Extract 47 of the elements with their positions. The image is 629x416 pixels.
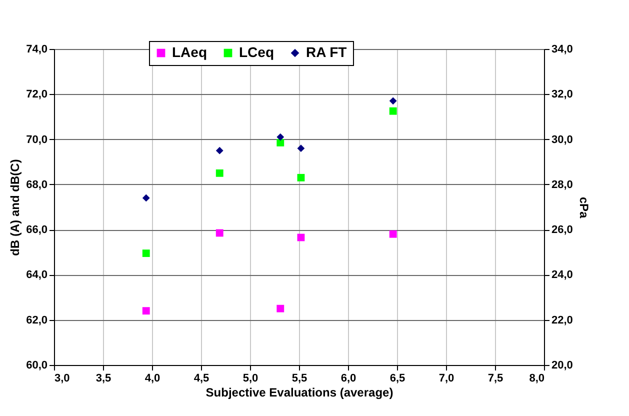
x-tick-label: 5,0 — [242, 372, 258, 384]
point — [389, 230, 397, 238]
point — [276, 304, 284, 312]
legend-label: LCeq — [239, 44, 274, 60]
y-axis-title: dB (A) and dB(C) — [8, 159, 22, 256]
x-tick-label: 5,5 — [292, 372, 308, 384]
y-tick-label: 66,0 — [26, 224, 48, 236]
x-tick-label: 3,0 — [54, 372, 70, 384]
x-tick-label: 7,0 — [438, 372, 454, 384]
y-tick-label: 62,0 — [26, 314, 48, 326]
point — [142, 307, 150, 315]
y2-tick-label: 24,0 — [552, 269, 573, 282]
y2-tick-label: 30,0 — [552, 134, 573, 146]
y-tick-label: 68,0 — [26, 178, 48, 191]
y-tick-label: 60,0 — [26, 360, 48, 372]
x-tick-label: 6,5 — [390, 372, 406, 384]
point — [389, 97, 397, 105]
point — [389, 107, 397, 115]
y2-tick-label: 20,0 — [552, 360, 573, 372]
point — [216, 146, 224, 154]
legend-label: LAeq — [172, 44, 207, 60]
y2-axis-title: cPa — [576, 196, 591, 218]
point — [297, 174, 305, 182]
x-tick-label: 4,0 — [144, 372, 160, 384]
x-tick-label: 6,0 — [340, 372, 356, 384]
y2-tick-label: 22,0 — [552, 314, 573, 326]
y-tick-label: 64,0 — [26, 269, 48, 282]
point — [276, 133, 284, 141]
y2-tick-label: 28,0 — [552, 178, 573, 191]
x-tick-label: 3,5 — [96, 372, 112, 384]
y2-tick-label: 34,0 — [552, 44, 573, 56]
x-tick-label: 7,5 — [488, 372, 504, 384]
point — [216, 229, 224, 237]
y-tick-label: 70,0 — [26, 134, 48, 146]
x-tick-label: 4,5 — [194, 372, 210, 384]
point — [142, 250, 150, 257]
y2-tick-label: 26,0 — [552, 224, 573, 236]
legend-label: RA FT — [306, 44, 348, 60]
point — [276, 138, 284, 146]
y2-tick-label: 32,0 — [552, 88, 573, 101]
x-axis-title: Subjective Evaluations (average) — [206, 386, 394, 400]
y-tick-label: 74,0 — [26, 44, 48, 56]
x-tick-label: 8,0 — [529, 372, 544, 384]
point — [216, 169, 224, 177]
point — [297, 144, 305, 152]
y-tick-label: 72,0 — [26, 88, 48, 101]
point — [142, 194, 150, 202]
